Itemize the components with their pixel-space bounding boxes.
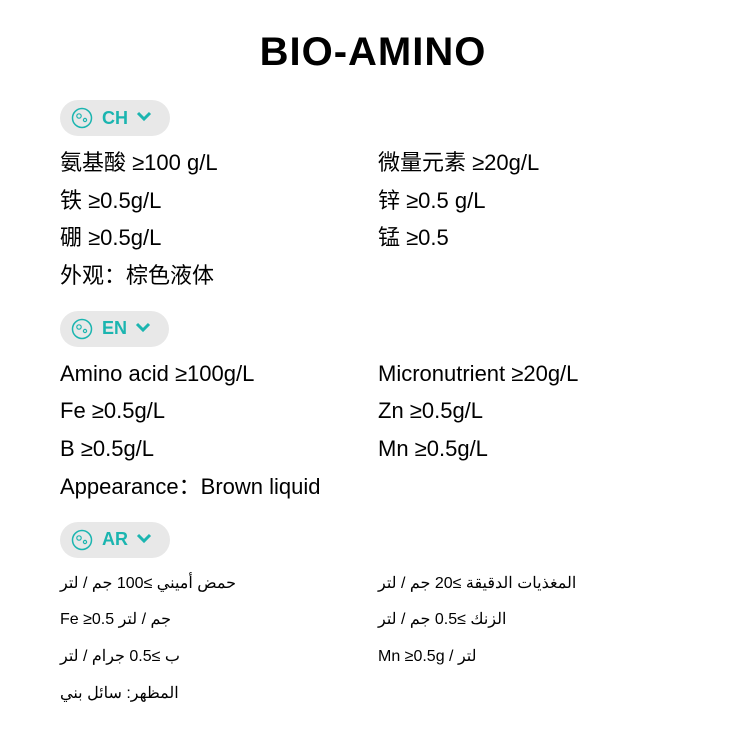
spec-item: 铁 ≥0.5g/L <box>60 186 368 216</box>
spec-item: Micronutrient ≥20g/L <box>378 359 686 389</box>
lang-pill-en[interactable]: EN <box>60 311 169 347</box>
section-ch: CH 氨基酸 ≥100 g/L 微量元素 ≥20g/L 铁 ≥0.5g/L 锌 … <box>60 100 686 291</box>
chevron-down-icon <box>136 109 152 127</box>
spec-item: 锌 ≥0.5 g/L <box>378 186 686 216</box>
chevron-down-icon <box>135 320 151 338</box>
spec-item: 硼 ≥0.5g/L <box>60 223 368 253</box>
spec-grid-ar: حمض أميني ≥100 جم / لتر المغذيات الدقيقة… <box>60 570 686 709</box>
spec-item: Mn ≥0.5g/L <box>378 434 686 464</box>
section-en: EN Amino acid ≥100g/L Micronutrient ≥20g… <box>60 311 686 502</box>
appearance-text: المظهر: سائل بني <box>60 680 686 709</box>
spec-item: الزنك ≥0.5 جم / لتر <box>378 606 686 635</box>
globe-icon <box>70 106 94 130</box>
lang-label: EN <box>102 318 127 339</box>
globe-icon <box>70 528 94 552</box>
appearance-text: 外观：棕色液体 <box>60 261 686 291</box>
spec-item: Amino acid ≥100g/L <box>60 359 368 389</box>
spec-item: Fe ≥0.5g/L <box>60 396 368 426</box>
spec-item: 锰 ≥0.5 <box>378 223 686 253</box>
appearance-text: Appearance：Brown liquid <box>60 472 686 502</box>
chevron-down-icon <box>136 531 152 549</box>
lang-pill-ch[interactable]: CH <box>60 100 170 136</box>
spec-item: ب ≥0.5 جرام / لتر <box>60 643 368 672</box>
spec-item: B ≥0.5g/L <box>60 434 368 464</box>
spec-item: Fe ≥0.5 جم / لتر <box>60 606 368 635</box>
spec-grid-en: Amino acid ≥100g/L Micronutrient ≥20g/L … <box>60 359 686 502</box>
globe-icon <box>70 317 94 341</box>
lang-label: CH <box>102 108 128 129</box>
spec-item: Mn ≥0.5g / لتر <box>378 643 686 672</box>
spec-grid-ch: 氨基酸 ≥100 g/L 微量元素 ≥20g/L 铁 ≥0.5g/L 锌 ≥0.… <box>60 148 686 291</box>
lang-pill-ar[interactable]: AR <box>60 522 170 558</box>
spec-item: Zn ≥0.5g/L <box>378 396 686 426</box>
section-ar: AR حمض أميني ≥100 جم / لتر المغذيات الدق… <box>60 522 686 709</box>
spec-item: 微量元素 ≥20g/L <box>378 148 686 178</box>
spec-item: 氨基酸 ≥100 g/L <box>60 148 368 178</box>
page-title: BIO-AMINO <box>60 30 686 75</box>
spec-item: حمض أميني ≥100 جم / لتر <box>60 570 368 599</box>
lang-label: AR <box>102 529 128 550</box>
spec-item: المغذيات الدقيقة ≥20 جم / لتر <box>378 570 686 599</box>
